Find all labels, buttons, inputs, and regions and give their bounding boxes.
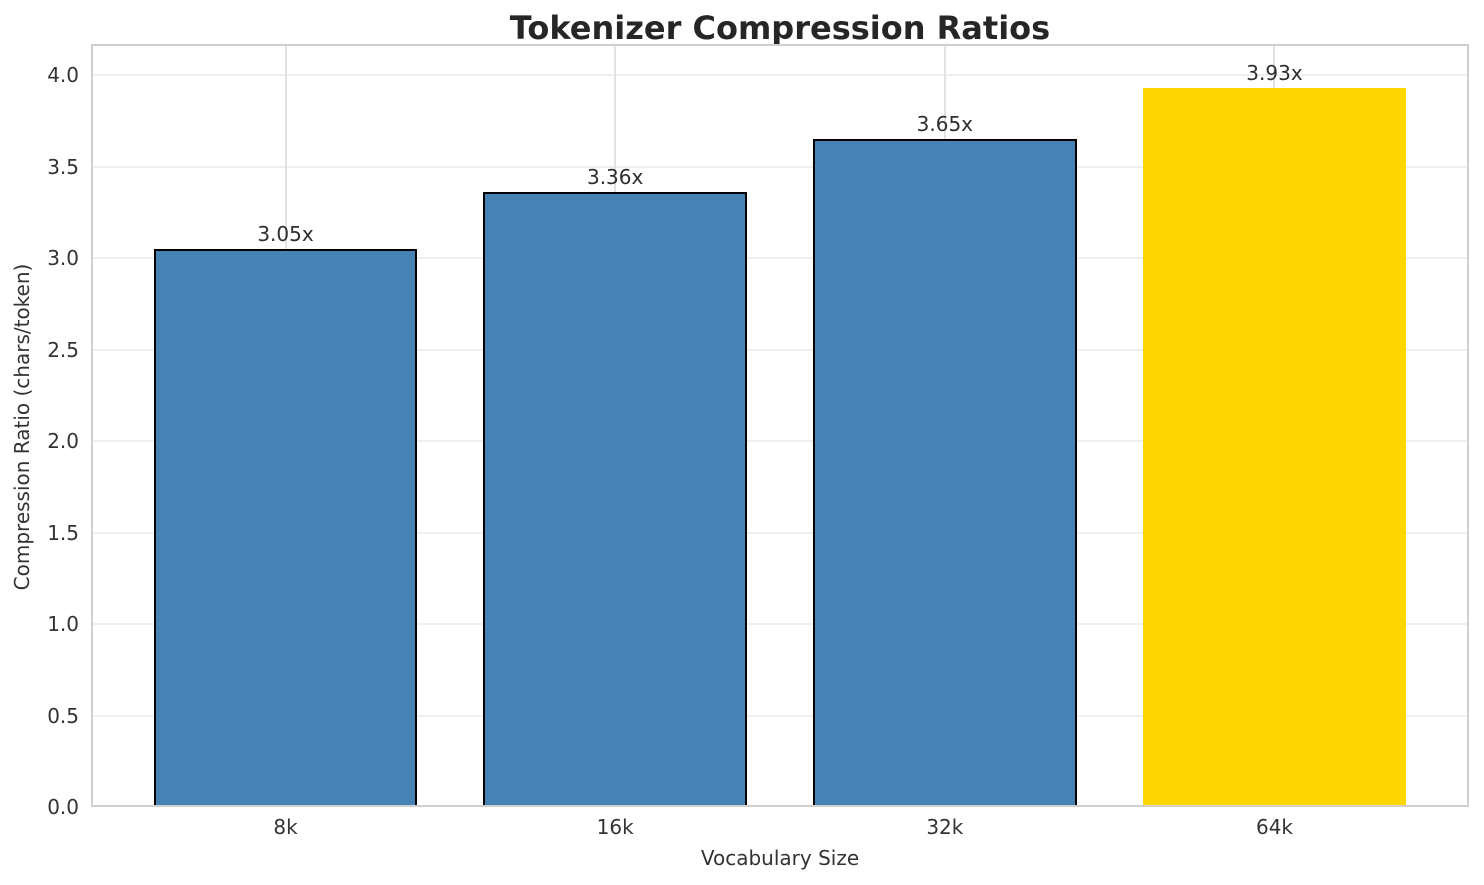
y-tick-label: 3.5	[47, 154, 79, 179]
gridline-horizontal	[91, 348, 1469, 351]
plot-area	[91, 44, 1469, 807]
bar-value-label: 3.36x	[586, 165, 644, 190]
bar-16k	[483, 192, 748, 807]
plot-inner	[91, 44, 1469, 807]
gridline-horizontal	[91, 165, 1469, 168]
y-tick-label: 3.0	[47, 246, 79, 271]
chart-title: Tokenizer Compression Ratios	[509, 9, 1051, 47]
bar-64k	[1142, 87, 1407, 807]
gridline-horizontal	[91, 623, 1469, 626]
x-tick-label: 64k	[1255, 815, 1293, 839]
y-tick-label: 1.0	[47, 612, 79, 637]
gridline-horizontal	[91, 531, 1469, 534]
bar-value-label: 3.93x	[1246, 60, 1303, 85]
bar-8k	[153, 248, 418, 807]
x-tick-label: 16k	[596, 815, 634, 839]
gridline-horizontal	[91, 74, 1469, 77]
y-tick-label: 1.5	[47, 520, 79, 545]
x-tick-label: 8k	[273, 815, 298, 839]
y-tick-label: 0.0	[47, 795, 79, 819]
gridline-horizontal	[91, 714, 1469, 717]
gridline-horizontal	[91, 257, 1469, 260]
bar-32k	[812, 139, 1077, 807]
y-tick-label: 4.0	[47, 63, 79, 88]
gridline-horizontal	[91, 440, 1469, 443]
bar-value-label: 3.05x	[257, 221, 314, 246]
x-tick-label: 32k	[926, 815, 964, 839]
y-tick-label: 0.5	[47, 703, 79, 728]
bar-value-label: 3.65x	[916, 112, 974, 137]
y-tick-label: 2.0	[47, 429, 79, 454]
y-tick-label: 2.5	[47, 337, 79, 362]
x-axis-label: Vocabulary Size	[700, 846, 860, 870]
